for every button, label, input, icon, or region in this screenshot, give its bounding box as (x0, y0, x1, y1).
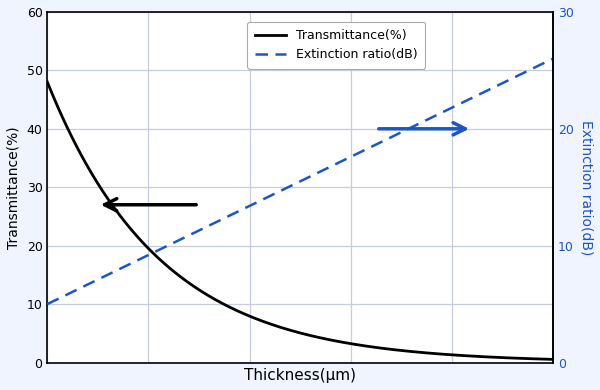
Transmittance(%) (537, 357, 544, 362)
Transmittance(%) (549, 357, 556, 362)
Extinction ratio(dB) (317, 169, 325, 174)
Transmittance(%) (284, 327, 291, 332)
Legend: Transmittance(%), Extinction ratio(dB): Transmittance(%), Extinction ratio(dB) (247, 22, 425, 69)
Transmittance(%) (44, 80, 51, 84)
X-axis label: Thickness(μm): Thickness(μm) (244, 368, 356, 383)
Extinction ratio(dB) (458, 101, 466, 105)
Y-axis label: Transmittance(%): Transmittance(%) (7, 126, 21, 248)
Extinction ratio(dB) (284, 185, 291, 190)
Extinction ratio(dB) (44, 302, 51, 307)
Y-axis label: Extinction ratio(dB): Extinction ratio(dB) (579, 119, 593, 255)
Extinction ratio(dB) (287, 184, 294, 188)
Extinction ratio(dB) (549, 56, 556, 61)
Transmittance(%) (287, 328, 294, 333)
Transmittance(%) (344, 341, 352, 346)
Line: Transmittance(%): Transmittance(%) (47, 82, 553, 359)
Transmittance(%) (317, 335, 325, 340)
Line: Extinction ratio(dB): Extinction ratio(dB) (47, 58, 553, 304)
Transmittance(%) (458, 353, 466, 358)
Extinction ratio(dB) (537, 62, 544, 67)
Extinction ratio(dB) (344, 156, 352, 160)
